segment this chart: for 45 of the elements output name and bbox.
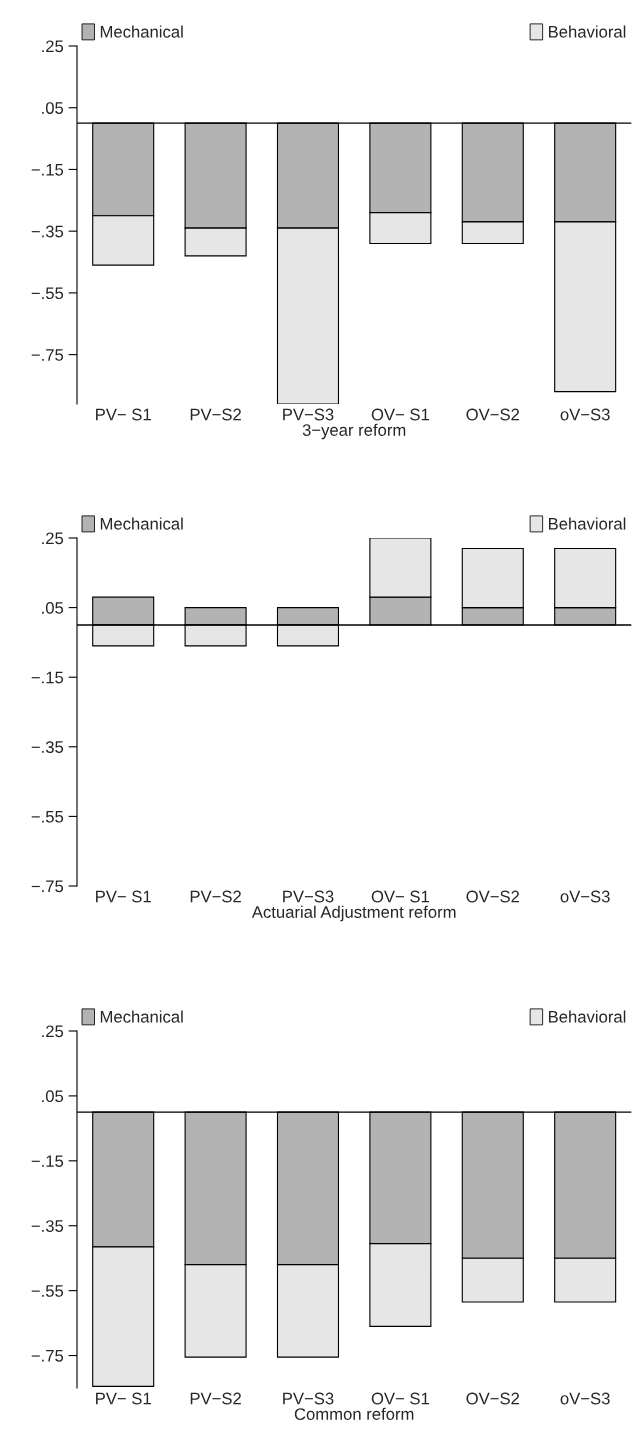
x-tick-label: oV−S3 (560, 890, 610, 903)
x-tick-label: OV−S2 (466, 890, 520, 903)
x-tick-label: OV−S2 (466, 408, 520, 421)
x-tick-label: oV−S3 (560, 408, 610, 421)
y-tick-label: −.15 (31, 164, 64, 176)
x-axis-title: Common reform (294, 1407, 414, 1420)
y-tick-label: −.15 (31, 671, 64, 684)
y-tick-label: −.15 (31, 1155, 64, 1168)
y-tick-label: −.75 (31, 880, 64, 893)
x-tick-label: PV−S3 (283, 1392, 334, 1405)
y-tick-label: −.55 (31, 1285, 64, 1297)
x-tick-label: PV−S2 (190, 890, 241, 903)
legend-label: Mechanical (100, 517, 183, 530)
legend-label: Behavioral (548, 1010, 626, 1023)
legend-label: Behavioral (548, 517, 626, 530)
legend-label: Behavioral (548, 25, 626, 38)
x-tick-label: PV− S1 (96, 408, 151, 421)
y-tick-label: −.55 (31, 287, 64, 300)
x-axis-title: 3−year reform (302, 423, 406, 440)
y-tick-label: .05 (42, 602, 64, 614)
x-tick-label: PV−S3 (283, 408, 334, 421)
x-tick-label: PV−S2 (190, 1392, 241, 1405)
x-tick-label: PV− S1 (96, 1392, 151, 1405)
x-tick-label: OV− S1 (371, 408, 429, 421)
legend-label: Mechanical (100, 1010, 183, 1023)
y-tick-label: .05 (42, 1090, 64, 1103)
y-tick-label: −.35 (31, 741, 64, 753)
y-tick-label: −.55 (31, 810, 64, 823)
x-axis-title: Actuarial Adjustment reform (251, 905, 456, 922)
y-tick-label: −.75 (31, 1350, 64, 1362)
y-tick-label: .25 (42, 532, 64, 545)
legend-label: Mechanical (100, 25, 183, 38)
y-tick-label: −.35 (31, 1220, 64, 1232)
y-tick-label: −.75 (31, 349, 64, 361)
x-tick-label: PV−S2 (190, 408, 241, 421)
x-tick-label: OV− S1 (371, 890, 429, 903)
y-tick-label: −.35 (31, 225, 64, 238)
x-tick-label: OV− S1 (371, 1392, 429, 1405)
x-tick-label: PV− S1 (96, 890, 151, 903)
y-tick-label: .25 (42, 40, 64, 53)
x-tick-label: oV−S3 (560, 1392, 610, 1405)
x-tick-label: OV−S2 (466, 1392, 520, 1405)
y-tick-label: .25 (42, 1025, 64, 1038)
x-tick-label: PV−S3 (283, 890, 334, 903)
y-tick-label: .05 (42, 102, 64, 114)
